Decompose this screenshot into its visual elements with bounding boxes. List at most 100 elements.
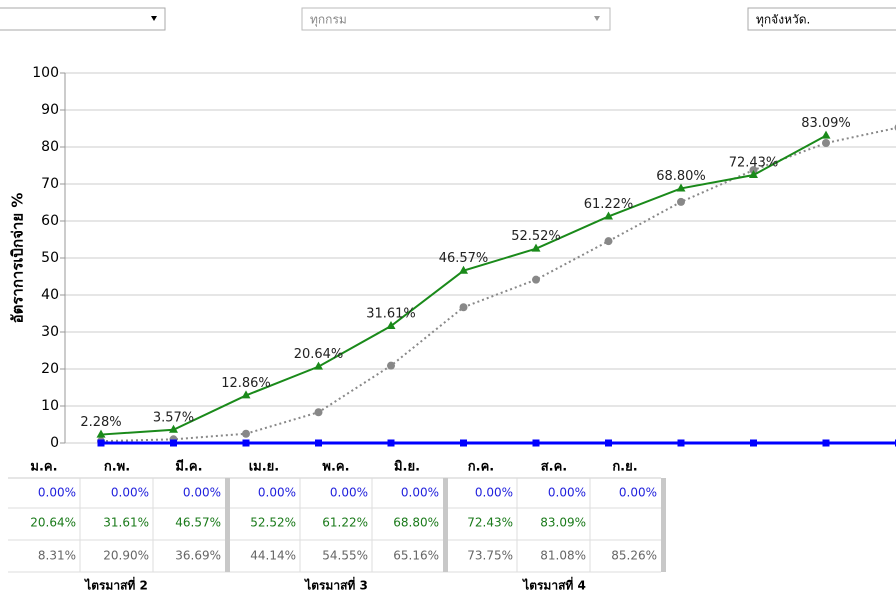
dropdown-text: ทุกจังหวัด. bbox=[756, 13, 810, 28]
table-header: ก.พ. bbox=[104, 460, 130, 475]
point bbox=[749, 170, 758, 179]
table-cell: 52.52% bbox=[250, 516, 296, 530]
data-label: 61.22% bbox=[584, 197, 634, 212]
point bbox=[315, 439, 322, 447]
column-divider bbox=[516, 478, 518, 572]
table-cell: 31.61% bbox=[103, 516, 149, 530]
table-cell: 0.00% bbox=[330, 486, 368, 500]
table-cell: 73.75% bbox=[467, 549, 513, 563]
point bbox=[604, 237, 613, 246]
y-axis-label: อัตราการเบิกจ่าย % bbox=[9, 193, 27, 324]
data-label: 20.64% bbox=[294, 347, 344, 362]
point bbox=[822, 439, 830, 447]
point bbox=[387, 361, 395, 370]
table-cell: 0.00% bbox=[111, 486, 149, 500]
point bbox=[170, 439, 177, 447]
table-header: ก.ย. bbox=[612, 460, 637, 475]
table-cell: 20.64% bbox=[30, 516, 76, 530]
table-cell: 0.00% bbox=[38, 486, 76, 500]
point bbox=[169, 424, 178, 433]
data-label: 52.52% bbox=[511, 229, 561, 244]
table-header: ก.ค. bbox=[468, 460, 494, 475]
point bbox=[242, 439, 250, 447]
dropdown-arrow bbox=[594, 16, 600, 21]
point bbox=[821, 130, 831, 139]
point bbox=[460, 439, 467, 447]
table-cell: 0.00% bbox=[183, 486, 221, 500]
table-cell: 0.00% bbox=[619, 486, 657, 500]
y-tick-label: 60 bbox=[41, 213, 59, 229]
point bbox=[531, 243, 541, 252]
table-header: ส.ค. bbox=[541, 460, 568, 475]
series-line bbox=[100, 134, 827, 436]
table-cell: 0.00% bbox=[548, 486, 586, 500]
data-label: 72.43% bbox=[729, 156, 779, 171]
y-tick-label: 80 bbox=[41, 139, 59, 155]
dropdown[interactable] bbox=[301, 7, 611, 31]
quarter-label: ไตรมาสที่ 2 bbox=[83, 577, 148, 593]
table-header: มิ.ย. bbox=[394, 460, 420, 475]
table-cell: 68.80% bbox=[393, 516, 439, 530]
data-label: 68.80% bbox=[656, 169, 706, 184]
quarter-label: ไตรมาสที่ 4 bbox=[521, 577, 586, 593]
point bbox=[532, 439, 540, 447]
column-divider bbox=[661, 478, 666, 572]
table-cell: 54.55% bbox=[322, 549, 368, 563]
point bbox=[241, 390, 251, 399]
column-divider bbox=[79, 478, 81, 572]
table-cell: 8.31% bbox=[38, 549, 76, 563]
y-tick-label: 10 bbox=[41, 398, 59, 414]
table-cell: 83.09% bbox=[540, 516, 586, 530]
point bbox=[532, 275, 540, 284]
table-cell: 0.00% bbox=[258, 486, 296, 500]
column-divider bbox=[299, 478, 301, 572]
table-cell: 36.69% bbox=[175, 549, 221, 563]
point bbox=[677, 197, 685, 206]
point bbox=[459, 303, 468, 312]
y-tick-label: 20 bbox=[41, 361, 59, 377]
column-divider bbox=[589, 478, 591, 572]
point bbox=[604, 211, 613, 220]
column-divider bbox=[225, 478, 230, 572]
y-tick-label: 50 bbox=[41, 250, 59, 266]
table-cell: 44.14% bbox=[250, 549, 296, 563]
point bbox=[97, 439, 105, 447]
point bbox=[459, 265, 468, 274]
table-cell: 20.90% bbox=[103, 549, 149, 563]
y-tick-label: 40 bbox=[41, 287, 59, 303]
point bbox=[750, 439, 757, 447]
point bbox=[386, 321, 396, 330]
data-label: 12.86% bbox=[221, 376, 271, 391]
y-tick-label: 70 bbox=[41, 176, 59, 192]
table-cell: 85.26% bbox=[611, 549, 657, 563]
data-label: 2.28% bbox=[80, 415, 121, 430]
dropdown[interactable] bbox=[747, 7, 896, 31]
table-header: เม.ย. bbox=[249, 460, 280, 475]
column-divider bbox=[443, 478, 448, 572]
dropdown-arrow bbox=[151, 16, 157, 21]
point bbox=[314, 361, 323, 370]
column-divider bbox=[152, 478, 154, 572]
point bbox=[676, 183, 686, 192]
data-label: 3.57% bbox=[153, 410, 194, 425]
dropdown-text: ทุกกรม bbox=[310, 13, 347, 28]
y-tick-label: 30 bbox=[41, 324, 59, 340]
dropdown[interactable] bbox=[0, 7, 166, 31]
table-header: มี.ค. bbox=[175, 459, 202, 475]
point bbox=[314, 408, 323, 417]
data-label: 31.61% bbox=[366, 307, 416, 322]
point bbox=[677, 439, 685, 447]
table-cell: 0.00% bbox=[475, 486, 513, 500]
table-cell: 0.00% bbox=[401, 486, 439, 500]
point bbox=[387, 439, 395, 447]
y-tick-label: 100 bbox=[32, 65, 59, 81]
table-cell: 72.43% bbox=[467, 516, 513, 530]
point bbox=[242, 429, 250, 438]
table-cell: 81.08% bbox=[540, 549, 586, 563]
data-label: 83.09% bbox=[801, 116, 851, 131]
column-divider bbox=[371, 478, 373, 572]
y-tick-label: 90 bbox=[41, 102, 59, 118]
y-tick-label: 0 bbox=[50, 435, 59, 451]
